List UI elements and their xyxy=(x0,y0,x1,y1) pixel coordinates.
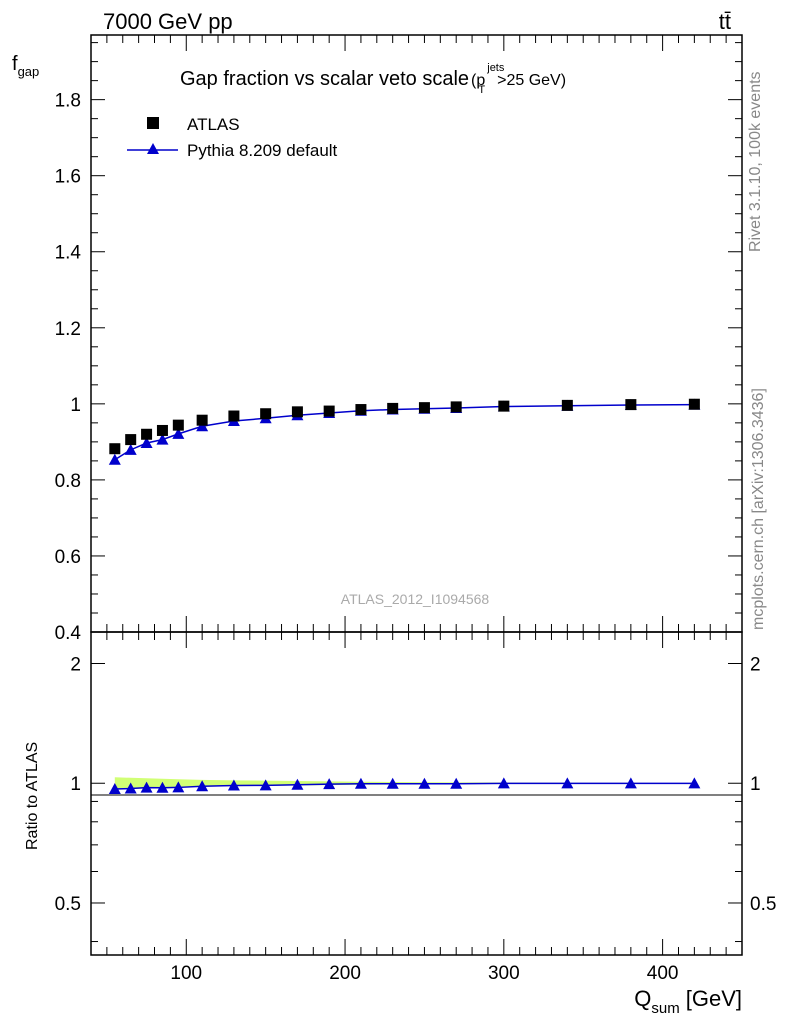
ratio-pythia-point xyxy=(418,777,431,789)
ratio-pythia-point xyxy=(624,777,637,789)
atlas-point xyxy=(387,402,399,414)
ratio-x-tick-labels: 100 200 300 400 xyxy=(170,963,678,984)
ratio-series xyxy=(108,777,701,795)
main-y-tick-labels: 0.4 0.6 0.8 1 1.2 1.4 1.6 1.8 xyxy=(55,91,82,644)
ratio-pythia-point xyxy=(227,779,240,791)
atlas-point xyxy=(625,399,637,411)
atlas-point xyxy=(688,398,700,410)
ratio-ticks xyxy=(91,632,742,955)
atlas-point xyxy=(228,410,240,422)
ratio-pythia-point xyxy=(688,777,701,789)
atlas-point xyxy=(260,408,272,420)
main-y-tick-label: 1.2 xyxy=(55,319,81,340)
ratio-frame xyxy=(90,631,743,956)
atlas-point xyxy=(498,400,510,412)
chart-title: Gap fraction vs scalar veto scale (pjets T… xyxy=(180,62,566,96)
main-y-tick-label: 1.8 xyxy=(55,91,81,112)
main-y-tick-label: 0.8 xyxy=(55,471,81,492)
atlas-point xyxy=(125,434,137,446)
energy-label: 7000 GeV pp xyxy=(103,9,233,34)
main-y-tick-label: 1 xyxy=(70,395,81,416)
ratio-pythia-point xyxy=(497,777,510,789)
main-series xyxy=(108,398,701,465)
ratio-y-tick-label: 0.5 xyxy=(55,894,81,915)
ratio-y-tick-label-right: 1 xyxy=(750,774,761,795)
legend-atlas-marker xyxy=(147,117,159,129)
pythia-point xyxy=(140,437,153,449)
ratio-pythia-point xyxy=(386,777,399,789)
ratio-pythia-point xyxy=(124,782,137,794)
main-ticks xyxy=(91,35,742,633)
ratio-pythia-point xyxy=(323,778,336,790)
atlas-point xyxy=(141,428,153,440)
ratio-pythia-point xyxy=(140,781,153,793)
legend-pythia-label: Pythia 8.209 default xyxy=(187,141,338,160)
ratio-pythia-point xyxy=(450,777,463,789)
atlas-point xyxy=(109,443,121,455)
ratio-pythia-point xyxy=(259,779,272,791)
main-panel: 0.4 0.6 0.8 1 1.2 1.4 1.6 1.8 fgap Gap fraction… xyxy=(12,34,743,644)
pythia-point xyxy=(196,420,209,432)
pythia-point xyxy=(156,433,169,445)
atlas-point xyxy=(450,401,462,413)
ratio-pythia-point xyxy=(196,780,209,792)
ratio-pythia-point xyxy=(108,783,121,795)
ratio-y-tick-labels: 0.5 0.5 1 1 2 2 xyxy=(55,654,777,914)
main-y-tick-label: 0.4 xyxy=(55,623,82,644)
x-tick-label: 200 xyxy=(329,963,361,984)
main-y-tick-label: 1.4 xyxy=(55,243,82,264)
ratio-y-tick-label-right: 2 xyxy=(750,654,761,675)
ratio-y-tick-label: 1 xyxy=(70,774,81,795)
ratio-pythia-point xyxy=(172,781,185,793)
main-y-tick-label: 1.6 xyxy=(55,167,81,188)
atlas-point xyxy=(323,405,335,417)
main-y-axis-label: fgap xyxy=(12,53,39,79)
legend: ATLAS Pythia 8.209 default xyxy=(127,115,338,160)
atlas-point xyxy=(196,414,208,426)
pythia-point xyxy=(172,427,185,439)
x-axis-label: Qsum [GeV] xyxy=(634,986,742,1017)
ratio-y-tick-label: 2 xyxy=(70,654,81,675)
ratio-y-axis-label: Ratio to ATLAS xyxy=(24,742,41,850)
ratio-pythia-point xyxy=(291,778,304,790)
main-y-tick-label: 0.6 xyxy=(55,547,81,568)
pythia-point xyxy=(124,443,137,455)
analysis-id: ATLAS_2012_I1094568 xyxy=(341,591,490,607)
ratio-pythia-point xyxy=(561,777,574,789)
atlas-point xyxy=(172,419,184,431)
process-label: tt̄ xyxy=(719,9,731,34)
legend-atlas-label: ATLAS xyxy=(187,115,240,134)
ratio-pythia-point xyxy=(354,777,367,789)
atlas-point xyxy=(561,399,573,411)
pythia-point xyxy=(108,453,121,465)
rivet-label: Rivet 3.1.10, 100k events xyxy=(747,71,764,252)
ratio-panel: 0.5 0.5 1 1 2 2 100 200 300 400 Ratio to ATLAS Q… xyxy=(24,631,777,1017)
x-tick-label: 300 xyxy=(488,963,520,984)
ratio-y-tick-label-right: 0.5 xyxy=(750,894,776,915)
mcplots-label: mcplots.cern.ch [arXiv:1306.3436] xyxy=(750,388,767,630)
legend-pythia-marker xyxy=(147,143,159,154)
x-tick-label: 400 xyxy=(647,963,679,984)
atlas-point xyxy=(355,404,367,416)
atlas-point xyxy=(418,402,430,414)
ratio-pythia-point xyxy=(156,781,169,793)
x-tick-label: 100 xyxy=(170,963,202,984)
atlas-point xyxy=(156,424,168,436)
pythia-line xyxy=(114,403,695,461)
atlas-point xyxy=(291,406,303,418)
